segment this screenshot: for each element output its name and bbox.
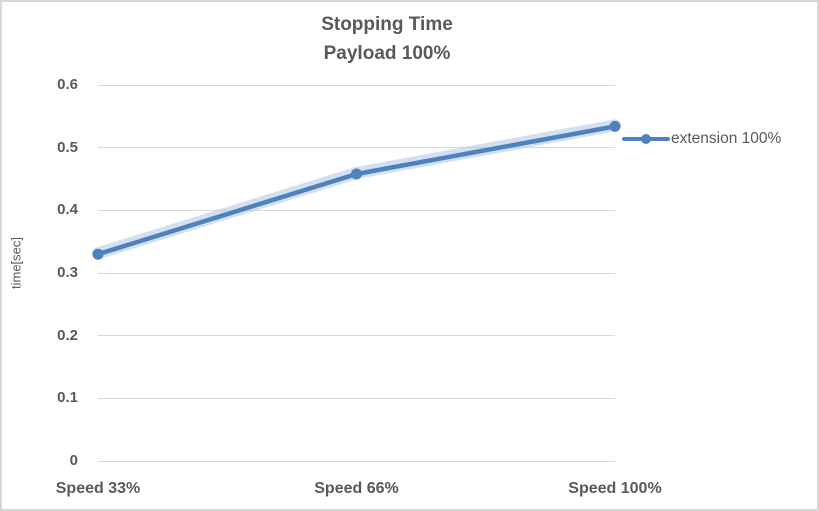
y-tick-label: 0.1 — [57, 389, 78, 407]
y-tick-label: 0.3 — [57, 264, 78, 281]
x-category-label: Speed 66% — [314, 480, 399, 497]
y-tick-label: 0.2 — [57, 326, 78, 344]
x-category-label: Speed 33% — [55, 480, 141, 497]
chart-title-line1: Stopping Time — [321, 14, 453, 35]
x-category-label: Speed 100% — [568, 480, 662, 497]
chart-title: Stopping Time Payload 100% — [2, 10, 772, 68]
y-tick-label: 0.4 — [57, 201, 78, 219]
gridline-y-0.2 — [98, 335, 615, 337]
gridline-y-0 — [98, 460, 615, 462]
legend-label: extension 100% — [671, 130, 782, 147]
data-point-marker — [92, 248, 104, 260]
data-point-marker — [351, 168, 362, 180]
y-tick-label: 0 — [69, 452, 78, 469]
gridline-y-0.5 — [98, 147, 615, 149]
data-point-marker — [609, 120, 621, 132]
y-tick-label: 0.6 — [57, 76, 78, 93]
y-tick-label: 0.5 — [57, 138, 78, 156]
gridline-y-0.3 — [98, 272, 615, 274]
chart-title-line2: Payload 100% — [323, 43, 451, 64]
legend-marker-icon — [641, 134, 651, 144]
gridline-y-0.4 — [98, 209, 615, 211]
gridline-y-0.6 — [98, 84, 615, 86]
gridline-y-0.1 — [98, 397, 615, 399]
series-glow — [92, 119, 621, 260]
